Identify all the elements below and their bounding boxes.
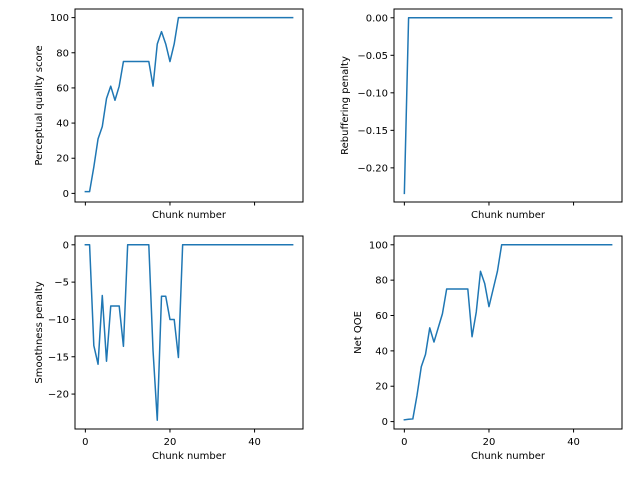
- quality-score-series-line: [84, 16, 294, 193]
- rebuffering-penalty-ytick-label: 0.00: [366, 13, 388, 24]
- rebuffering-penalty-ytick-label: −0.15: [357, 126, 388, 137]
- net-qoe-ylabel: Net QOE: [353, 311, 364, 354]
- quality-score-panel: Chunk number Perceptual quality score 0 2…: [34, 8, 304, 221]
- smoothness-penalty-panel: Chunk number Smoothness penalty 0 20 40 −20…: [34, 235, 304, 462]
- smoothness-penalty-xtick-label: 20: [164, 437, 177, 448]
- smoothness-penalty-xtick-label: 0: [82, 437, 88, 448]
- quality-score-axes-frame: [74, 8, 304, 203]
- smoothness-penalty-ylabel: Smoothness penalty: [34, 281, 45, 383]
- net-qoe-ytick-label: 40: [375, 346, 388, 357]
- net-qoe-ytick-label: 60: [375, 311, 388, 322]
- net-qoe-panel: Chunk number Net QOE 0 20 40 0 20 40 60 80 100: [353, 235, 623, 462]
- net-qoe-xtick-label: 20: [483, 437, 496, 448]
- net-qoe-ytick-label: 80: [375, 276, 388, 287]
- smoothness-penalty-ytick-label: 0: [63, 240, 69, 251]
- net-qoe-ytick-label: 0: [382, 417, 388, 428]
- rebuffering-penalty-ytick-label: −0.10: [357, 88, 388, 99]
- smoothness-penalty-ytick-label: −15: [48, 352, 69, 363]
- rebuffering-penalty-ylabel: Rebuffering penalty: [340, 56, 351, 155]
- smoothness-penalty-ytick-label: −10: [48, 315, 69, 326]
- rebuffering-penalty-panel: Chunk number Rebuffering penalty −0.20 −0…: [340, 8, 623, 221]
- net-qoe-ytick-label: 20: [375, 382, 388, 393]
- net-qoe-series-line: [403, 244, 613, 421]
- net-qoe-xtick-label: 0: [401, 437, 407, 448]
- smoothness-penalty-axes-frame: [74, 235, 304, 430]
- rebuffering-penalty-ytick-label: −0.20: [357, 163, 388, 174]
- quality-score-ytick-label: 80: [56, 48, 69, 59]
- rebuffering-penalty-xlabel: Chunk number: [471, 210, 546, 221]
- quality-score-ytick-label: 40: [56, 119, 69, 130]
- smoothness-penalty-ytick-label: −20: [48, 390, 69, 401]
- net-qoe-axes-frame: [393, 235, 623, 430]
- quality-score-ytick-label: 0: [63, 189, 69, 200]
- rebuffering-penalty-ytick-label: −0.05: [357, 51, 388, 62]
- smoothness-penalty-xlabel: Chunk number: [152, 451, 227, 462]
- smoothness-penalty-ytick-label: −5: [54, 278, 69, 289]
- quality-score-ytick-label: 60: [56, 83, 69, 94]
- rebuffering-penalty-series-line: [403, 17, 613, 195]
- quality-score-ylabel: Perceptual quality score: [34, 45, 45, 165]
- smoothness-penalty-series-line: [84, 244, 294, 421]
- quality-score-ytick-label: 100: [50, 13, 69, 24]
- smoothness-penalty-xtick-label: 40: [248, 437, 261, 448]
- net-qoe-ytick-label: 100: [369, 240, 388, 251]
- rebuffering-penalty-axes-frame: [393, 8, 623, 203]
- quality-score-ytick-label: 20: [56, 154, 69, 165]
- quality-score-xlabel: Chunk number: [152, 210, 227, 221]
- net-qoe-xlabel: Chunk number: [471, 451, 546, 462]
- net-qoe-xtick-label: 40: [567, 437, 580, 448]
